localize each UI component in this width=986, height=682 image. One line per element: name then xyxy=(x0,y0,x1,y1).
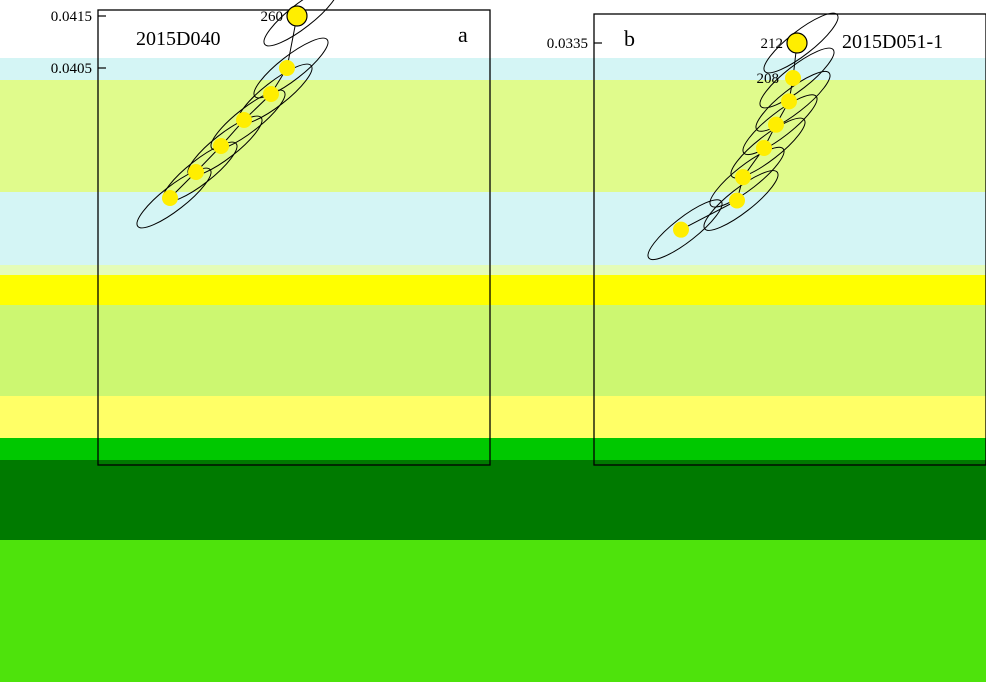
overlay-band xyxy=(0,80,986,192)
point-age-label: 208 xyxy=(757,71,780,87)
data-point xyxy=(213,138,229,154)
panel-b-frame xyxy=(593,13,986,466)
error-ellipse xyxy=(136,167,212,229)
overlay-band xyxy=(0,396,986,438)
data-point xyxy=(162,190,178,206)
data-point xyxy=(673,221,689,238)
overlay-band xyxy=(0,265,986,275)
panel-a-label: a xyxy=(458,22,468,47)
overlay-band xyxy=(0,438,986,460)
data-point xyxy=(188,164,204,180)
overlay-band xyxy=(0,192,986,265)
error-ellipse xyxy=(759,47,835,109)
panel-b-label: b xyxy=(624,26,635,51)
panel-b-sample-label: 2015D051-1 xyxy=(842,31,943,53)
data-point xyxy=(279,60,295,76)
data-point xyxy=(735,169,751,186)
error-ellipse xyxy=(253,37,329,99)
data-point xyxy=(729,192,745,209)
error-ellipse xyxy=(647,199,723,261)
overlay-band xyxy=(0,58,986,80)
y-tick-label: 0.0415 xyxy=(51,9,92,25)
panel-a: 2015D040 a 0.0415 0.0405 260 xyxy=(51,0,491,466)
point-age-label: 260 xyxy=(261,9,284,25)
overlay-band xyxy=(0,540,986,612)
data-point xyxy=(236,112,252,128)
data-point xyxy=(768,116,784,133)
data-point xyxy=(263,86,279,102)
data-point xyxy=(781,93,797,110)
error-ellipse xyxy=(709,146,785,208)
overlay-band xyxy=(0,460,986,540)
panel-a-frame xyxy=(97,9,491,466)
overlay-band xyxy=(0,275,986,305)
point-age-label: 212 xyxy=(761,36,784,52)
data-point xyxy=(286,5,308,27)
overlay-band xyxy=(0,612,986,682)
error-ellipse xyxy=(730,117,806,179)
panel-a-sample-label: 2015D040 xyxy=(136,28,220,50)
overlay-band xyxy=(0,305,986,396)
error-ellipse xyxy=(210,89,286,151)
y-tick-label: 0.0405 xyxy=(51,61,92,77)
data-point xyxy=(786,32,808,54)
y-tick-label: 0.0335 xyxy=(547,36,588,52)
data-point xyxy=(785,70,801,86)
panel-b: b 2015D051-1 0.0335 212 208 xyxy=(547,12,986,466)
data-point xyxy=(756,140,772,156)
